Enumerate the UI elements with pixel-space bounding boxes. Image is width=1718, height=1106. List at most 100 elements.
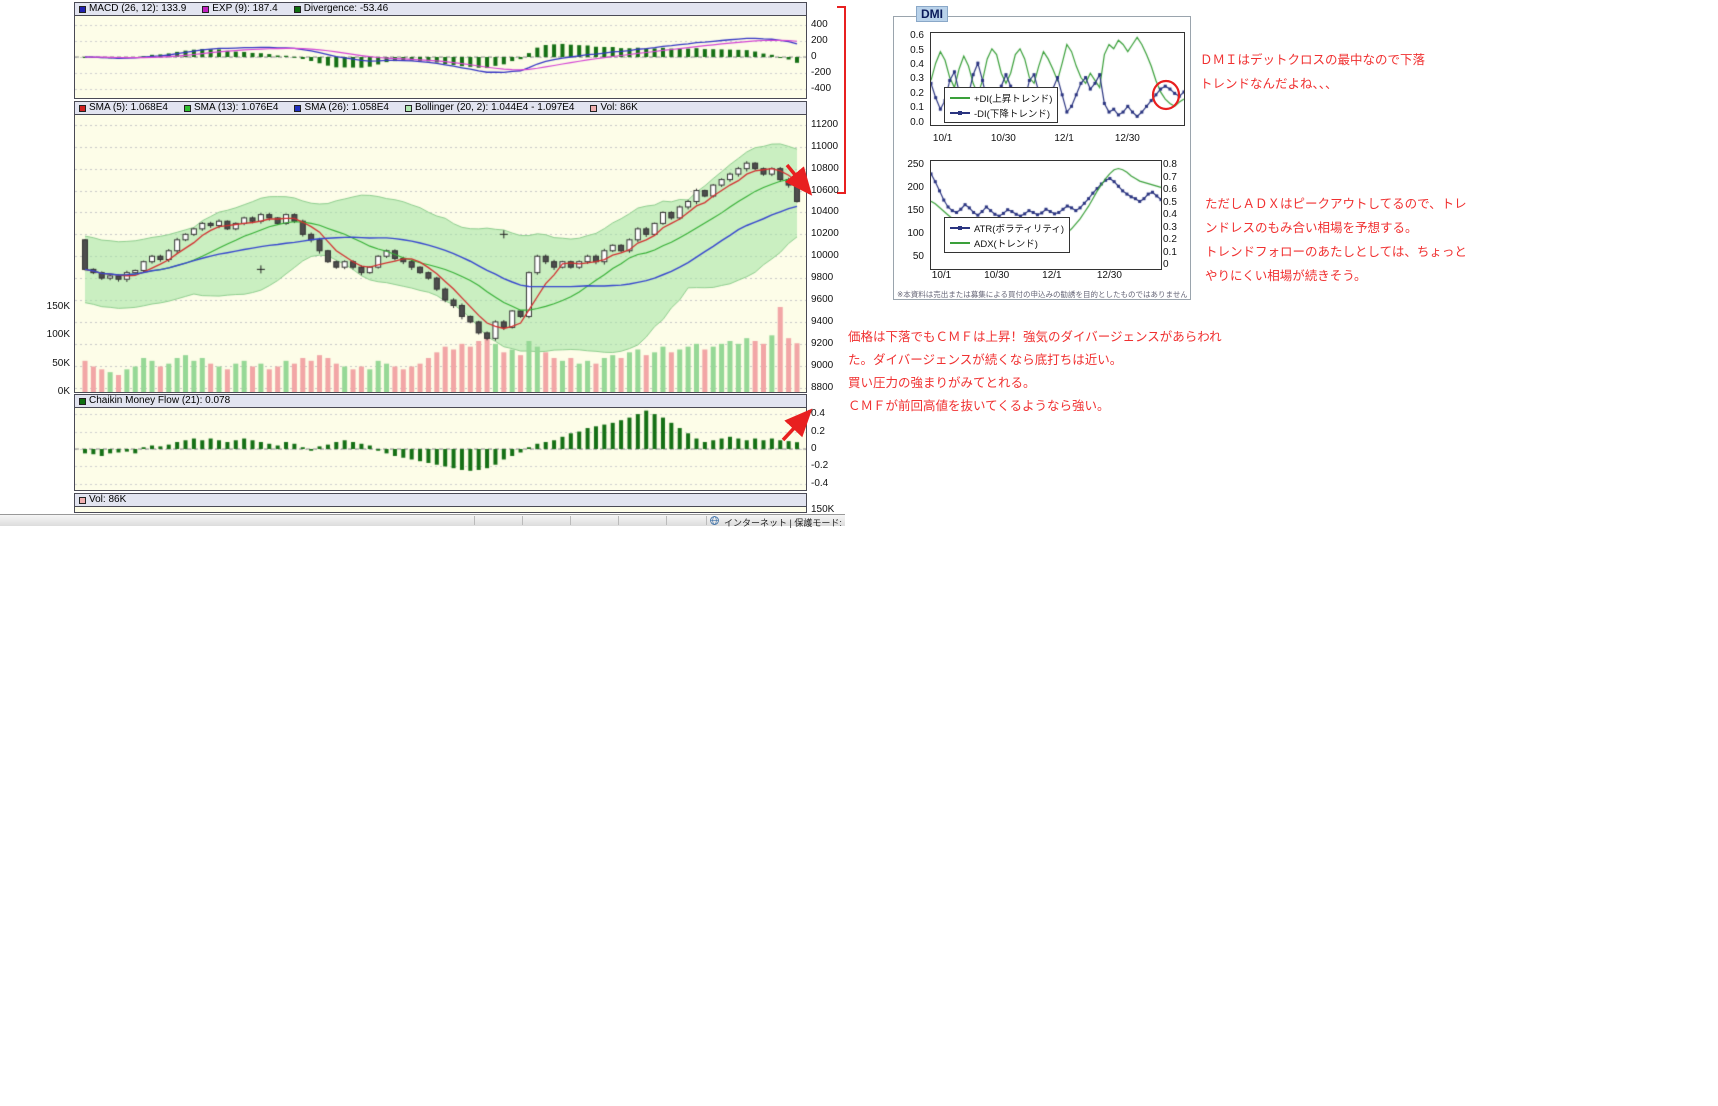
legend-label: +DI(上昇トレンド) xyxy=(974,93,1053,105)
axis-tick-label: 0.5 xyxy=(910,44,924,56)
legend-item: +DI(上昇トレンド) xyxy=(950,90,1052,105)
axis-tick-label: 10/30 xyxy=(984,270,1010,281)
axis-tick-label: 0K xyxy=(57,386,70,397)
status-bar-separator xyxy=(666,516,667,525)
axis-tick-label: 0.4 xyxy=(811,408,825,420)
status-bar-separator xyxy=(474,516,475,525)
legend-item: SMA (13): 1.076E4 xyxy=(183,102,279,114)
axis-tick-label: 250 xyxy=(907,158,924,170)
axis-tick-label: 0 xyxy=(811,51,817,62)
legend-label: Vol: 86K xyxy=(600,102,638,113)
legend-label: SMA (26): 1.058E4 xyxy=(304,102,389,113)
legend-item: Bollinger (20, 2): 1.044E4 - 1.097E4 xyxy=(404,102,575,114)
legend-color-swatch xyxy=(590,104,598,112)
axis-tick-label: 10/30 xyxy=(990,133,1016,144)
cmf-annotation: 価格は下落でもＣＭＦは上昇！強気のダイバージェンスがあらわれ た。ダイバージェン… xyxy=(848,326,1222,418)
legend-label: SMA (5): 1.068E4 xyxy=(89,102,168,113)
annotation-line: 価格は下落でもＣＭＦは上昇！強気のダイバージェンスがあらわれ xyxy=(848,330,1222,344)
axis-tick-label: 9800 xyxy=(811,272,834,284)
volume-panel: Vol: 86K xyxy=(74,493,807,513)
macd-legend-bar: MACD (26, 12): 133.9 EXP (9): 187.4 Diverg… xyxy=(75,3,806,16)
status-bar-separator xyxy=(570,516,571,525)
axis-tick-label: 0.3 xyxy=(1163,221,1177,233)
legend-label: Vol: 86K xyxy=(89,494,127,505)
annotation-line: トレンドフォローのあたしとしては、ちょっと xyxy=(1205,245,1467,259)
legend-label: Bollinger (20, 2): 1.044E4 - 1.097E4 xyxy=(414,102,575,113)
axis-tick-label: 0.5 xyxy=(1163,196,1177,208)
legend-item: MACD (26, 12): 133.9 xyxy=(79,3,186,15)
axis-tick-label: 50K xyxy=(52,357,70,369)
cmf-legend-bar: Chaikin Money Flow (21): 0.078 xyxy=(75,395,806,408)
legend-color-swatch xyxy=(202,5,210,13)
axis-tick-label: 11000 xyxy=(811,140,839,152)
axis-tick-label: 9600 xyxy=(811,294,834,306)
legend-label: SMA (13): 1.076E4 xyxy=(193,102,279,113)
macd-panel: MACD (26, 12): 133.9 EXP (9): 187.4 Diverg… xyxy=(74,2,807,99)
axis-tick-label: -0.4 xyxy=(811,477,829,489)
axis-tick-label: 12/1 xyxy=(1042,270,1062,281)
axis-tick-label: 100 xyxy=(907,227,924,239)
browser-status-bar: インターネット | 保護モード: xyxy=(0,514,845,528)
legend-label: -DI(下降トレンド) xyxy=(974,108,1050,120)
axis-tick-label: 10000 xyxy=(811,250,839,262)
atr-legend-box: ATR(ボラティリティ) ADX(トレンド) xyxy=(944,217,1070,253)
cmf-panel: Chaikin Money Flow (21): 0.078 xyxy=(74,394,807,491)
annotation-line: ただしＡＤＸはピークアウトしてるので、トレ xyxy=(1205,197,1467,211)
axis-tick-label: 100K xyxy=(46,329,70,341)
globe-icon xyxy=(710,516,719,525)
legend-item: Vol: 86K xyxy=(79,494,126,506)
annotation-line: トレンドなんだよね、、、 xyxy=(1200,77,1338,91)
axis-tick-label: 0.3 xyxy=(910,73,924,85)
axis-tick-label: 10800 xyxy=(811,162,839,174)
status-zone-text: インターネット | 保護モード: xyxy=(724,518,842,528)
legend-item: -DI(下降トレンド) xyxy=(950,105,1052,120)
axis-tick-label: 10/1 xyxy=(931,270,952,281)
axis-tick-label: 200 xyxy=(811,35,828,47)
legend-item: EXP (9): 187.4 xyxy=(202,3,278,15)
axis-tick-label: 0 xyxy=(811,443,817,454)
axis-tick-label: 8800 xyxy=(811,381,834,393)
axis-tick-label: 0.4 xyxy=(1163,209,1177,221)
axis-tick-label: 0.0 xyxy=(910,116,924,128)
annotation-line: ＤＭＩはデットクロスの最中なので下落 xyxy=(1200,53,1426,67)
legend-item: SMA (5): 1.068E4 xyxy=(79,102,168,114)
cmf-plot[interactable] xyxy=(75,408,806,490)
axis-tick-label: 0.1 xyxy=(1163,246,1177,258)
legend-label: Divergence: -53.46 xyxy=(303,3,389,14)
legend-color-swatch xyxy=(79,496,86,504)
axis-tick-label: 12/30 xyxy=(1114,133,1140,144)
legend-label: ADX(トレンド) xyxy=(974,238,1038,250)
atr-adx-plot xyxy=(930,160,1162,270)
price-plot[interactable] xyxy=(75,115,806,392)
legend-item: Divergence: -53.46 xyxy=(293,3,389,15)
axis-tick-label: 0 xyxy=(1163,259,1169,271)
legend-item: SMA (26): 1.058E4 xyxy=(294,102,389,114)
axis-tick-label: -400 xyxy=(811,82,832,94)
dmi-annotation: ＤＭＩはデットクロスの最中なので下落 トレンドなんだよね、、、 xyxy=(1200,48,1425,96)
axis-tick-label: 9400 xyxy=(811,315,834,327)
legend-line-sample xyxy=(950,225,970,230)
axis-tick-label: 0.8 xyxy=(1163,159,1177,171)
legend-item: ATR(ボラティリティ) xyxy=(950,220,1064,235)
axis-tick-label: 150K xyxy=(46,301,70,312)
axis-tick-label: 9200 xyxy=(811,337,834,349)
axis-tick-label: 10400 xyxy=(811,206,839,218)
annotation-line: やりにくい相場が続きそう。 xyxy=(1205,269,1367,283)
axis-tick-label: 12/1 xyxy=(1054,133,1074,144)
price-panel: SMA (5): 1.068E4 SMA (13): 1.076E4 SMA (26… xyxy=(74,101,807,393)
legend-label: ATR(ボラティリティ) xyxy=(974,223,1064,235)
legend-color-swatch xyxy=(404,104,412,112)
legend-line-sample xyxy=(950,110,970,115)
dmi-adx-figure: DMI +DI(上昇トレンド) -DI(下降トレンド) ATR(ボラティリティ) A… xyxy=(893,6,1191,300)
annotation-line: ンドレスのもみ合い相場を予想する。 xyxy=(1205,221,1418,235)
legend-item: Vol: 86K xyxy=(590,102,638,114)
volume-plot[interactable] xyxy=(75,507,806,512)
axis-tick-label: 10/1 xyxy=(932,133,953,144)
annotation-line: 買い圧力の強まりがみてとれる。 xyxy=(848,376,1036,390)
annotation-line: ＣＭＦが前回高値を抜いてくるようなら強い。 xyxy=(848,399,1110,413)
status-bar-separator xyxy=(618,516,619,525)
axis-tick-label: 0.2 xyxy=(811,425,825,437)
macd-plot[interactable] xyxy=(75,16,806,98)
axis-tick-label: 50 xyxy=(912,250,924,262)
